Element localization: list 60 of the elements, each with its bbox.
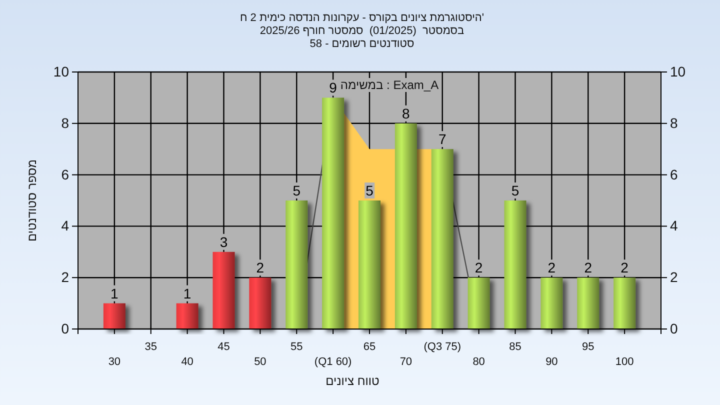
y-tick-label: 10: [53, 63, 70, 80]
y2-tick-label: 6: [670, 166, 678, 182]
y-axis-title: מספר סטודנטים: [25, 159, 39, 242]
data-label: 5: [511, 182, 520, 198]
bar: [212, 252, 235, 329]
bar: [614, 278, 636, 329]
x-tick-label: 95: [582, 340, 594, 353]
y2-tick-label: 8: [670, 114, 678, 131]
data-label: 7: [438, 131, 446, 148]
y2-tick-label: 4: [670, 218, 678, 234]
chart-subtitle: בסמסטר (01/2025) סמסטר חורף 2025/26 סטודנטים רשומים - 58: [260, 25, 464, 50]
data-label: 2: [584, 260, 592, 276]
x-tick-label: 55: [290, 340, 303, 353]
data-label: 3: [220, 234, 228, 250]
data-label: 2: [256, 260, 264, 276]
y-tick-label: 8: [61, 114, 70, 131]
x-tick-label: 35: [144, 340, 157, 353]
y-tick-label: 6: [61, 166, 70, 182]
chart-title: היסטוגרמת ציונים בקורס - עקרונות הנדסה כימית 2 ח': [240, 12, 484, 24]
data-label: 2: [620, 260, 629, 276]
y-tick-label: 2: [61, 269, 70, 286]
y-tick-label: 4: [61, 218, 70, 234]
annotation: במשימה : Exam_A: [340, 78, 439, 92]
data-label: 1: [183, 285, 192, 302]
x-tick-label: 85: [509, 340, 522, 353]
x-tick-label: 40: [181, 356, 194, 368]
data-label: 1: [110, 285, 119, 302]
x-tick-label: 100: [615, 356, 634, 368]
bar: [504, 200, 526, 329]
x-tick-label: (Q3 75): [424, 340, 462, 353]
y2-tick-label: 10: [670, 63, 686, 80]
bar: [394, 123, 417, 329]
data-label: 2: [548, 260, 556, 276]
x-tick-label: 80: [472, 356, 485, 368]
data-label: 5: [292, 182, 301, 198]
data-label: 5: [366, 182, 374, 198]
x-tick-label: 30: [108, 356, 121, 368]
bar: [286, 200, 308, 329]
x-axis-title: טווח ציונים: [326, 374, 380, 388]
bar: [468, 278, 490, 329]
bar: [176, 303, 198, 329]
x-tick-label: 65: [363, 340, 376, 353]
bar: [103, 303, 126, 329]
data-label: 8: [402, 105, 410, 122]
bar: [322, 98, 344, 329]
y-tick-label: 0: [61, 320, 70, 336]
y2-tick-label: 2: [670, 269, 678, 286]
y2-tick-label: 0: [670, 320, 678, 336]
x-tick-label: (Q1 60): [314, 356, 352, 368]
x-tick-label: 45: [218, 340, 230, 353]
bar: [540, 278, 563, 329]
bar: [358, 200, 380, 329]
x-tick-label: 50: [254, 356, 266, 368]
bar: [249, 278, 272, 329]
data-label: 9: [329, 80, 338, 96]
x-tick-label: 90: [546, 356, 558, 368]
bar: [577, 278, 600, 329]
bar: [431, 149, 454, 329]
data-label: 2: [474, 260, 483, 276]
x-tick-label: 70: [400, 356, 412, 368]
